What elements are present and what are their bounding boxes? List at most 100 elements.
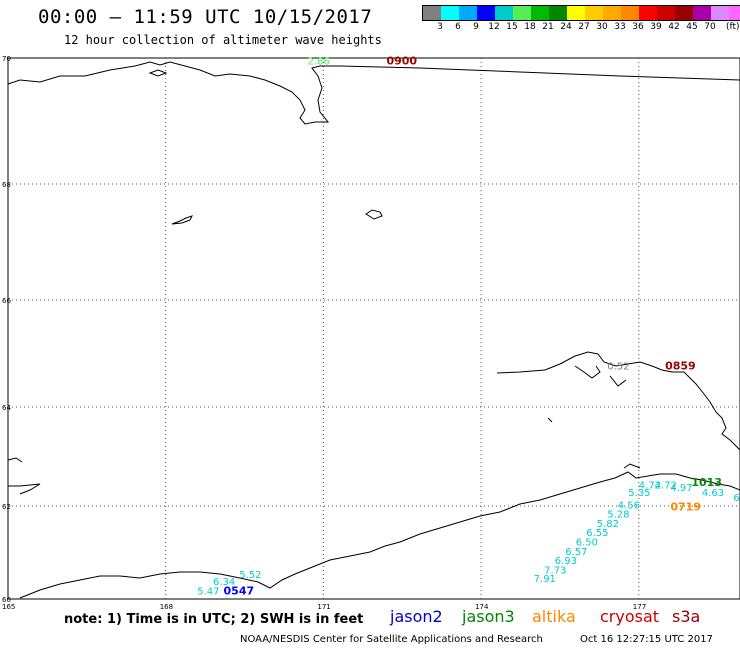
pass-time-label: 0900	[386, 54, 417, 67]
legend-swatch	[441, 6, 459, 20]
coastline-north	[7, 61, 740, 125]
latitude-label: 68	[2, 181, 11, 189]
legend-swatch	[729, 6, 740, 20]
wave-height-label: 6.50	[576, 538, 598, 549]
legend-label: 27	[578, 22, 590, 32]
legend-swatch	[657, 6, 675, 20]
coastline-inlet-west	[7, 457, 23, 463]
latitude-labels: 70 68 66 64 62 60	[2, 55, 11, 604]
legend-swatch	[477, 6, 495, 20]
pass-time-label: 0547	[224, 584, 255, 597]
latitude-label: 62	[2, 503, 11, 511]
legend-swatch	[549, 6, 567, 20]
pass-time-label: 1013	[691, 476, 722, 489]
legend-swatch	[459, 6, 477, 20]
coastline-point	[547, 417, 553, 423]
legend-label: 33	[614, 22, 626, 32]
timestamp-text: Oct 16 12:27:15 UTC 2017	[580, 634, 713, 645]
wave-height-label: 6.55	[586, 528, 608, 539]
satellite-s3a: s3a	[672, 607, 701, 626]
satellite-cryosat: cryosat	[600, 607, 660, 626]
legend-label: 9	[473, 22, 479, 32]
wave-height-label: 0.52	[607, 362, 629, 373]
legend-unit: (ft)	[726, 22, 740, 32]
legend-swatch	[603, 6, 621, 20]
legend-label: 18	[524, 22, 536, 32]
pass-time-label: 0719	[670, 501, 701, 514]
legend-label: 70	[704, 22, 716, 32]
legend-swatch	[693, 6, 711, 20]
legend-swatch	[675, 6, 693, 20]
longitude-label: 171	[317, 603, 330, 611]
latitude-label: 70	[2, 55, 11, 63]
island-small	[171, 215, 193, 225]
wave-height-label: 5.28	[607, 510, 629, 521]
longitude-label: 168	[160, 603, 173, 611]
legend-label: 15	[506, 22, 518, 32]
legend-swatch	[513, 6, 531, 20]
coastline	[7, 61, 740, 599]
wave-height-label: 6.34	[213, 577, 235, 588]
legend-label: 42	[668, 22, 680, 32]
legend-swatch	[531, 6, 549, 20]
island-small	[365, 209, 383, 220]
page-subtitle: 12 hour collection of altimeter wave hei…	[64, 33, 382, 47]
satellite-altika: altika	[532, 607, 576, 626]
legend-label: 30	[596, 22, 608, 32]
legend-swatch	[639, 6, 657, 20]
wave-height-label: 4.72	[655, 481, 677, 492]
wave-height-label: 6.57	[565, 547, 587, 558]
page-title: 00:00 – 11:59 UTC 10/15/2017	[38, 6, 373, 28]
wave-height-label: 5.35	[628, 488, 650, 499]
credit-text: NOAA/NESDIS Center for Satellite Applica…	[240, 634, 543, 645]
wave-height-label: 6.93	[555, 556, 577, 567]
wave-height-label: 4.72	[639, 481, 661, 492]
latitude-label: 64	[2, 404, 11, 412]
coastline-inlet	[609, 375, 627, 387]
longitude-label: 165	[2, 603, 15, 611]
legend-swatch	[423, 6, 441, 20]
pass-time-label: 0859	[665, 360, 696, 373]
legend-label: 24	[560, 22, 572, 32]
wave-height-label: 4.97	[670, 483, 692, 494]
legend-swatch	[495, 6, 513, 20]
legend-label: 21	[542, 22, 554, 32]
wave-height-label: 2.86	[308, 56, 330, 67]
legend-label: 12	[488, 22, 500, 32]
wave-height-label: 5.52	[239, 570, 261, 581]
note-text: note: 1) Time is in UTC; 2) SWH is in fe…	[64, 612, 364, 627]
legend-label: 39	[650, 22, 662, 32]
legend-swatch	[585, 6, 603, 20]
legend-label: 45	[686, 22, 698, 32]
coastline-north-bay	[148, 69, 168, 77]
longitude-labels: 165 168 171 174 177	[2, 603, 646, 611]
legend-swatch	[621, 6, 639, 20]
coastline-chukotka-east	[496, 351, 740, 451]
wave-height-label: 4.56	[618, 500, 640, 511]
legend-swatch	[711, 6, 729, 20]
satellite-jason3: jason3	[462, 607, 515, 626]
coastline-inlet	[574, 365, 601, 379]
wave-height-label: 6.14	[733, 493, 740, 504]
latitude-label: 66	[2, 297, 11, 305]
wave-height-label: 5.47	[197, 586, 219, 597]
wave-height-label: 7.91	[534, 574, 556, 585]
legend-label: 3	[437, 22, 443, 32]
wave-height-label: 4.63	[702, 488, 724, 499]
color-scale-legend	[422, 5, 740, 21]
legend-label: 36	[632, 22, 644, 32]
wave-height-label: 7.73	[544, 565, 566, 576]
observation-labels: 2.860.522.72.3213.4.724.724.974.635.354.…	[197, 54, 740, 597]
longitude-label: 177	[633, 603, 646, 611]
legend-swatch	[567, 6, 585, 20]
coastline-cape-west	[8, 483, 41, 495]
map-frame	[7, 57, 740, 600]
coastline-koryak	[19, 471, 740, 599]
legend-label: 6	[455, 22, 461, 32]
satellite-jason2: jason2	[390, 607, 443, 626]
coastline-cape-east	[623, 463, 641, 469]
longitude-label: 174	[475, 603, 489, 611]
latitude-label: 60	[2, 596, 11, 604]
wave-height-label: 5.82	[597, 519, 619, 530]
